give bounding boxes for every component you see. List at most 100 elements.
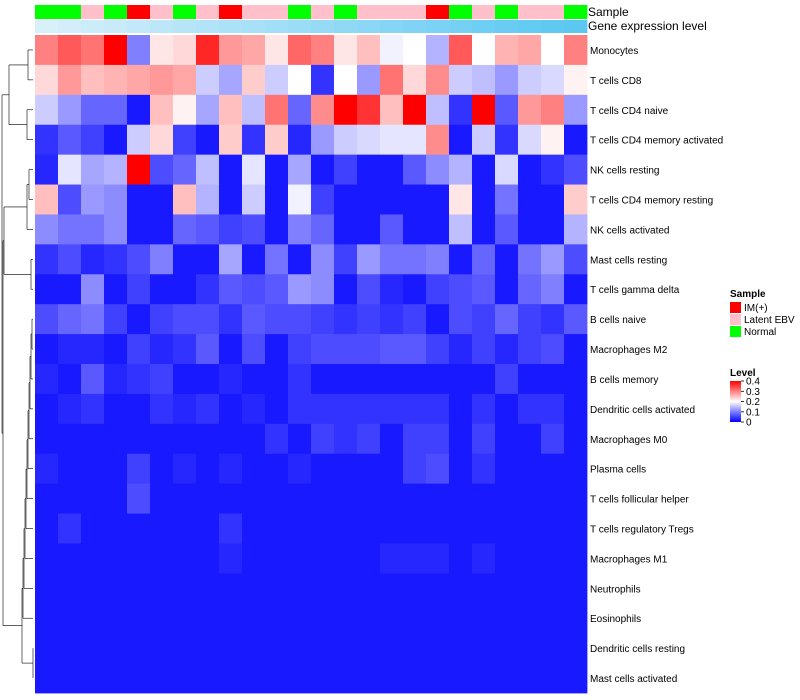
heatmap-cell <box>357 334 381 365</box>
heatmap-cell <box>127 453 151 485</box>
heatmap-cell <box>357 453 381 485</box>
heatmap-cell <box>219 124 243 156</box>
row-label: NK cells activated <box>590 225 669 236</box>
gene-expression-cell <box>472 20 496 33</box>
heatmap-cell <box>380 453 404 485</box>
heatmap-cell <box>495 633 519 664</box>
heatmap-cell <box>311 35 335 66</box>
heatmap-cell <box>518 184 542 215</box>
heatmap-cell <box>495 483 519 514</box>
gene-expression-cell <box>288 20 312 33</box>
heatmap-cell <box>150 364 174 395</box>
heatmap-cell <box>173 124 197 156</box>
heatmap-cell <box>288 364 312 395</box>
heatmap-cell <box>219 573 243 604</box>
legend-label: IM(+) <box>744 303 768 314</box>
heatmap-cell <box>265 483 289 514</box>
sample-annotation-cell <box>564 5 588 19</box>
heatmap-cell <box>334 304 358 335</box>
heatmap-cell <box>104 483 128 514</box>
heatmap-cell <box>311 603 335 634</box>
heatmap-cell <box>127 423 151 455</box>
heatmap-cell <box>541 633 565 664</box>
heatmap-cell <box>104 154 128 185</box>
heatmap-cell <box>357 543 381 574</box>
heatmap-cell <box>81 124 105 156</box>
heatmap-cell <box>35 214 59 245</box>
heatmap-cell <box>58 304 82 335</box>
heatmap-cell <box>311 214 335 245</box>
heatmap-cell <box>81 513 105 544</box>
heatmap-cell <box>219 633 243 664</box>
heatmap-cell <box>495 573 519 604</box>
heatmap-cell <box>426 214 450 245</box>
heatmap-cell <box>242 393 266 425</box>
gene-expression-cell <box>380 20 404 33</box>
heatmap-cell <box>81 94 105 126</box>
level-tick-label: 0 <box>746 418 752 429</box>
heatmap-cell <box>380 513 404 544</box>
heatmap-cell <box>449 603 473 634</box>
heatmap-cell <box>334 334 358 365</box>
row-label: Dendritic cells activated <box>590 405 695 416</box>
heatmap-cell <box>472 393 496 425</box>
sample-annotation-cell <box>449 5 473 19</box>
level-tick-label: 0.4 <box>746 377 760 388</box>
heatmap-cell <box>334 364 358 395</box>
row-label: T cells CD4 naive <box>590 106 669 117</box>
heatmap-cell <box>265 543 289 574</box>
heatmap-cell <box>472 513 496 544</box>
heatmap-cell <box>219 274 243 305</box>
gene-expression-cell <box>58 20 82 33</box>
heatmap-cell <box>472 364 496 395</box>
heatmap-cell <box>58 453 82 485</box>
legend-label: Latent EBV <box>744 315 795 326</box>
heatmap-cell <box>150 663 174 694</box>
heatmap-cell <box>403 154 427 185</box>
heatmap-cell <box>311 154 335 185</box>
heatmap-cell <box>173 35 197 66</box>
heatmap-cell <box>541 184 565 215</box>
heatmap-cell <box>150 154 174 185</box>
heatmap-cell <box>265 274 289 305</box>
heatmap-cell <box>242 274 266 305</box>
heatmap-cell <box>334 423 358 455</box>
heatmap-cell <box>58 603 82 634</box>
heatmap-cell <box>334 663 358 694</box>
heatmap-cell <box>495 244 519 275</box>
heatmap-cell <box>173 154 197 185</box>
heatmap-cell <box>150 124 174 156</box>
heatmap-cell <box>311 513 335 544</box>
heatmap-cell <box>518 483 542 514</box>
heatmap-cell <box>311 543 335 574</box>
heatmap-cell <box>426 423 450 455</box>
heatmap-cell <box>288 124 312 156</box>
heatmap-cell <box>104 244 128 275</box>
heatmap-cell <box>35 304 59 335</box>
gene-expression-cell <box>196 20 220 33</box>
heatmap-cell <box>242 64 266 96</box>
heatmap-cell <box>403 304 427 335</box>
heatmap-cell <box>564 64 588 96</box>
heatmap-cell <box>449 35 473 66</box>
level-tick-label: 0.3 <box>746 387 760 398</box>
heatmap-cell <box>472 663 496 694</box>
heatmap-cell <box>104 94 128 126</box>
heatmap-cell <box>472 214 496 245</box>
heatmap-cell <box>380 334 404 365</box>
heatmap-cell <box>242 154 266 185</box>
heatmap-cell <box>495 184 519 215</box>
heatmap-cell <box>380 304 404 335</box>
heatmap-cell <box>150 244 174 275</box>
heatmap-cell <box>380 483 404 514</box>
heatmap-cell <box>472 483 496 514</box>
heatmap-cell <box>472 603 496 634</box>
heatmap-cell <box>564 663 588 694</box>
heatmap-cell <box>288 35 312 66</box>
heatmap-cell <box>242 573 266 604</box>
heatmap-cell <box>564 94 588 126</box>
heatmap-cell <box>104 423 128 455</box>
heatmap-cell <box>35 154 59 185</box>
heatmap-cell <box>518 214 542 245</box>
heatmap-cell <box>518 124 542 156</box>
